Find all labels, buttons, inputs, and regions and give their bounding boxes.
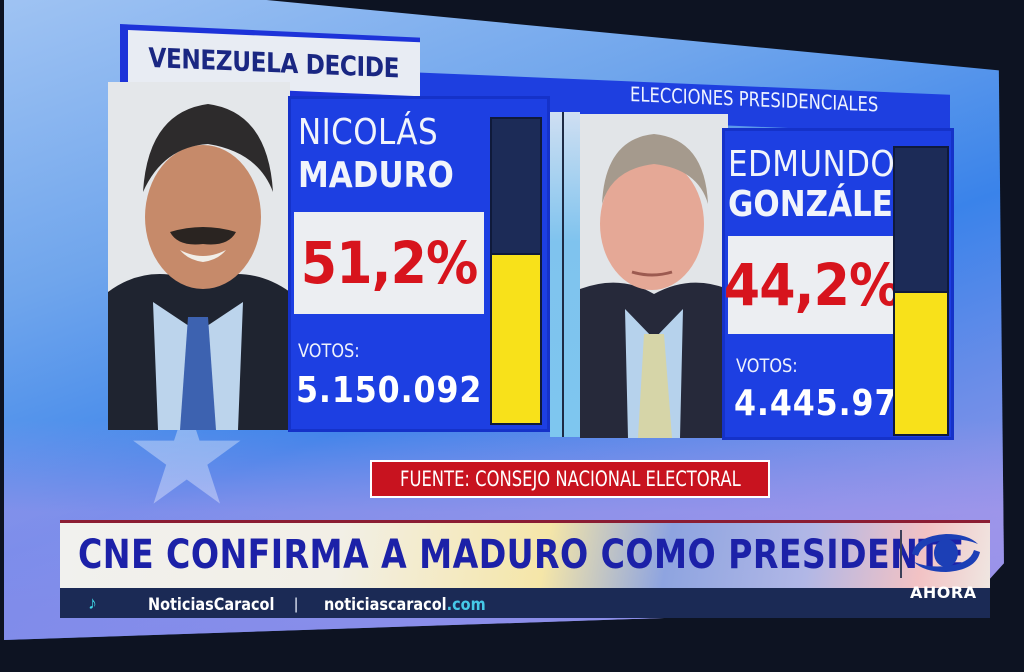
percentage-box: 51,2%: [294, 212, 484, 314]
logo-divider: [900, 530, 902, 578]
candidate-percentage: 51,2%: [300, 229, 478, 297]
candidate-percentage: 44,2%: [723, 251, 901, 319]
lower-third: [60, 520, 990, 598]
ticker-url: noticiascaracol.com: [324, 595, 486, 615]
status-tag: AHORA: [910, 583, 977, 602]
candidate-last-name: GONZÁLEZ: [728, 184, 916, 225]
vote-bar: [490, 117, 542, 425]
vote-bar: [893, 146, 949, 436]
ticker-url-tld: .com: [446, 595, 486, 615]
source-text: FUENTE: CONSEJO NACIONAL ELECTORAL: [399, 467, 741, 491]
candidate-first-name: EDMUNDO: [728, 144, 896, 185]
broadcast-title: VENEZUELA DECIDE: [148, 42, 400, 84]
source-banner: FUENTE: CONSEJO NACIONAL ELECTORAL: [370, 460, 770, 498]
candidate-divider: [562, 112, 564, 437]
ticker-brand: NoticiasCaracol: [148, 595, 275, 615]
candidate-votes: 5.150.092: [296, 370, 483, 411]
candidate-photo-maduro: [108, 82, 290, 430]
tiktok-icon: ♪: [88, 593, 97, 613]
ticker-url-main: noticiascaracol: [324, 595, 447, 615]
ticker-separator: |: [294, 596, 299, 613]
candidate-photo-gonzalez: [580, 114, 728, 438]
votes-label: VOTOS:: [736, 355, 798, 377]
vote-bar-fill: [492, 252, 540, 423]
votes-label: VOTOS:: [298, 340, 360, 362]
vote-bar-fill: [895, 291, 947, 434]
divider-panel: [550, 112, 580, 437]
portrait-icon: [108, 82, 290, 430]
caracol-logo-icon: [912, 534, 980, 572]
ticker-bar: [60, 588, 990, 618]
percentage-box: 44,2%: [724, 236, 901, 334]
candidate-votes: 4.445.978: [734, 383, 921, 424]
candidate-first-name: NICOLÁS: [298, 112, 439, 153]
portrait-icon: [580, 114, 728, 438]
headline: CNE CONFIRMA A MADURO COMO PRESIDENTE: [78, 532, 965, 578]
candidate-last-name: MADURO: [298, 155, 454, 196]
